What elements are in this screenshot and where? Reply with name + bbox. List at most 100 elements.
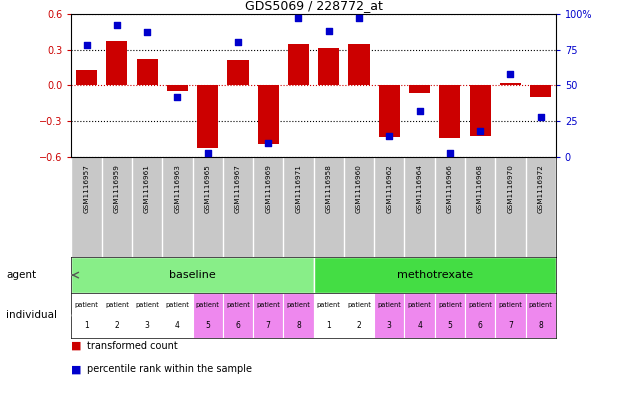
- Text: 2: 2: [114, 321, 119, 330]
- Point: [415, 108, 425, 114]
- Bar: [106, 41, 127, 86]
- Bar: [253, 293, 283, 338]
- Text: GSM1116964: GSM1116964: [417, 164, 422, 213]
- Text: patient: patient: [165, 303, 189, 309]
- Point: [384, 132, 394, 139]
- Text: patient: patient: [468, 303, 492, 309]
- Text: 4: 4: [175, 321, 180, 330]
- Text: GSM1116967: GSM1116967: [235, 164, 241, 213]
- Text: GSM1116971: GSM1116971: [296, 164, 301, 213]
- Point: [475, 128, 485, 134]
- Point: [354, 15, 364, 21]
- Text: ■: ■: [71, 341, 82, 351]
- Text: 3: 3: [145, 321, 150, 330]
- Text: GSM1116969: GSM1116969: [265, 164, 271, 213]
- Point: [294, 15, 304, 21]
- Text: GSM1116972: GSM1116972: [538, 164, 543, 213]
- Text: patient: patient: [286, 303, 310, 309]
- Text: 3: 3: [387, 321, 392, 330]
- Bar: [374, 293, 404, 338]
- Bar: [283, 293, 314, 338]
- Text: 1: 1: [327, 321, 331, 330]
- Bar: [162, 293, 193, 338]
- Text: GSM1116958: GSM1116958: [326, 164, 332, 213]
- Point: [202, 150, 212, 156]
- Text: patient: patient: [378, 303, 401, 309]
- Polygon shape: [65, 264, 72, 286]
- Text: 7: 7: [508, 321, 513, 330]
- Text: patient: patient: [75, 303, 99, 309]
- Bar: [439, 86, 460, 138]
- Bar: [76, 70, 97, 86]
- Text: patient: patient: [528, 303, 553, 309]
- Bar: [71, 293, 102, 338]
- Text: ■: ■: [71, 364, 82, 375]
- Text: GSM1116970: GSM1116970: [507, 164, 514, 213]
- Bar: [193, 293, 223, 338]
- Bar: [404, 293, 435, 338]
- Text: GSM1116959: GSM1116959: [114, 164, 120, 213]
- Text: patient: patient: [347, 303, 371, 309]
- Bar: [167, 86, 188, 92]
- Bar: [435, 293, 465, 338]
- Bar: [314, 293, 344, 338]
- Text: GSM1116962: GSM1116962: [386, 164, 392, 213]
- Point: [324, 28, 333, 34]
- Text: patient: patient: [135, 303, 159, 309]
- Text: 2: 2: [356, 321, 361, 330]
- Text: percentile rank within the sample: percentile rank within the sample: [87, 364, 252, 375]
- Point: [233, 39, 243, 46]
- Text: GDS5069 / 228772_at: GDS5069 / 228772_at: [245, 0, 383, 12]
- Text: GSM1116957: GSM1116957: [84, 164, 89, 213]
- Text: individual: individual: [6, 310, 57, 320]
- Point: [112, 22, 122, 28]
- Bar: [288, 44, 309, 86]
- Bar: [409, 86, 430, 93]
- Bar: [530, 86, 551, 97]
- Text: baseline: baseline: [169, 270, 216, 280]
- Point: [536, 114, 546, 120]
- Point: [445, 150, 455, 156]
- Bar: [469, 86, 491, 136]
- Text: 4: 4: [417, 321, 422, 330]
- Bar: [197, 86, 218, 148]
- Point: [142, 29, 152, 35]
- Text: patient: patient: [256, 303, 280, 309]
- Text: GSM1116961: GSM1116961: [144, 164, 150, 213]
- Text: GSM1116968: GSM1116968: [477, 164, 483, 213]
- Point: [173, 94, 183, 100]
- Polygon shape: [65, 302, 72, 329]
- Bar: [102, 293, 132, 338]
- Text: 6: 6: [235, 321, 240, 330]
- Bar: [525, 293, 556, 338]
- Text: patient: patient: [407, 303, 432, 309]
- Bar: [465, 293, 495, 338]
- Text: GSM1116966: GSM1116966: [447, 164, 453, 213]
- Bar: [344, 293, 374, 338]
- Text: 6: 6: [478, 321, 483, 330]
- Text: patient: patient: [317, 303, 341, 309]
- Point: [263, 140, 273, 146]
- Bar: [495, 293, 525, 338]
- Text: 8: 8: [296, 321, 301, 330]
- Text: 5: 5: [205, 321, 210, 330]
- Bar: [258, 86, 279, 144]
- Text: patient: patient: [196, 303, 220, 309]
- Bar: [223, 293, 253, 338]
- Text: transformed count: transformed count: [87, 341, 178, 351]
- Text: methotrexate: methotrexate: [397, 270, 473, 280]
- Text: patient: patient: [499, 303, 522, 309]
- Point: [505, 71, 515, 77]
- Bar: [314, 257, 556, 293]
- Text: patient: patient: [226, 303, 250, 309]
- Bar: [132, 293, 162, 338]
- Text: 8: 8: [538, 321, 543, 330]
- Bar: [137, 59, 158, 86]
- Text: 7: 7: [266, 321, 271, 330]
- Text: 1: 1: [84, 321, 89, 330]
- Text: GSM1116963: GSM1116963: [175, 164, 180, 213]
- Bar: [500, 83, 521, 86]
- Text: GSM1116960: GSM1116960: [356, 164, 362, 213]
- Text: patient: patient: [105, 303, 129, 309]
- Text: agent: agent: [6, 270, 37, 280]
